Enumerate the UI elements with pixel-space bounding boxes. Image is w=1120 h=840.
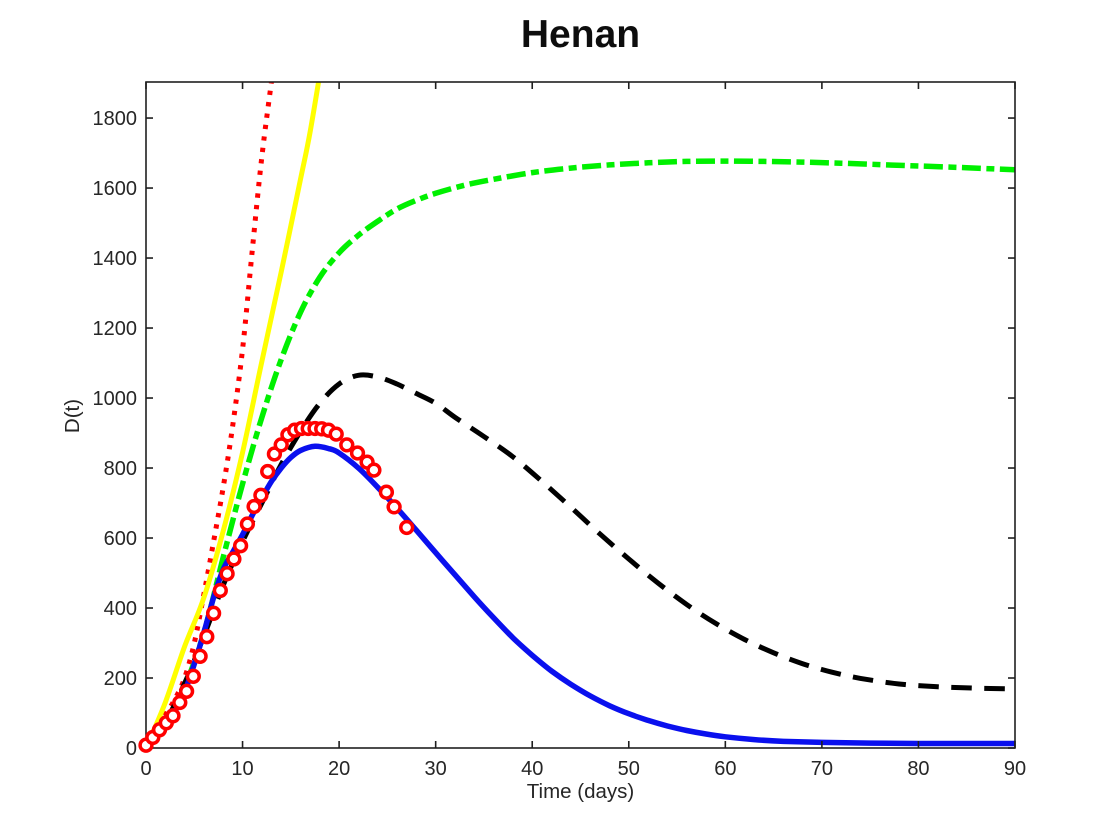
data-point-marker	[273, 437, 289, 453]
x-axis-label: Time (days)	[526, 780, 635, 803]
data-point-marker	[253, 487, 269, 503]
y-tick-label: 400	[104, 598, 137, 620]
data-point-marker	[185, 668, 201, 684]
data-point-marker	[378, 484, 395, 500]
x-tick-label: 70	[811, 758, 833, 780]
data-point-marker	[399, 519, 415, 536]
data-point-marker	[349, 445, 366, 461]
x-tick-label: 0	[140, 758, 151, 780]
y-axis-label: D(t)	[61, 398, 84, 434]
axis-box	[145, 81, 1016, 749]
data-point-marker	[260, 463, 276, 480]
x-tick-label: 20	[328, 758, 350, 780]
data-point-marker	[199, 629, 215, 645]
y-tick-label: 0	[126, 738, 137, 760]
y-tick-label: 600	[104, 528, 137, 550]
data-point-marker	[219, 566, 235, 582]
marker-layer	[138, 420, 415, 753]
data-point-marker	[246, 498, 262, 515]
curve-layer	[146, 82, 1015, 748]
data-point-marker	[226, 551, 242, 567]
data-point-marker	[339, 437, 355, 453]
chart-title: Henan	[520, 13, 641, 56]
data-point-marker	[205, 605, 222, 621]
y-tick-label: 1800	[93, 108, 138, 130]
x-tick-label: 10	[231, 758, 253, 780]
data-point-marker	[192, 648, 208, 664]
data-point-marker	[366, 462, 382, 478]
data-point-marker	[178, 683, 195, 699]
y-tick-label: 1600	[93, 178, 138, 200]
data-point-marker	[232, 538, 249, 554]
x-tick-label: 60	[714, 758, 736, 780]
data-point-marker	[239, 516, 256, 532]
data-point-marker	[172, 694, 188, 711]
y-tick-label: 1400	[93, 248, 138, 270]
y-tick-label: 200	[104, 668, 137, 690]
yellow-solid-curve	[146, 82, 322, 748]
black-dashed-curve	[146, 372, 1015, 748]
red-dotted-curve	[146, 82, 274, 746]
y-tick-label: 1200	[93, 318, 138, 340]
x-tick-label: 90	[1004, 758, 1026, 780]
x-tick-label: 50	[618, 758, 640, 780]
x-tick-label: 30	[425, 758, 447, 780]
data-point-marker	[386, 499, 402, 515]
x-tick-label: 80	[907, 758, 929, 780]
data-point-marker	[165, 708, 181, 724]
blue-solid-curve	[146, 443, 1015, 748]
green-dashdot-curve	[146, 158, 1015, 748]
data-point-marker	[328, 426, 344, 442]
y-tick-label: 800	[104, 458, 137, 480]
data-point-marker	[212, 582, 228, 599]
axes-layer: 0 10 20 30 40 50 60 70 80 90 0 200 400 600 800 1000 1200…	[93, 81, 1026, 780]
y-tick-label: 1000	[93, 388, 138, 410]
x-tick-label: 40	[521, 758, 543, 780]
